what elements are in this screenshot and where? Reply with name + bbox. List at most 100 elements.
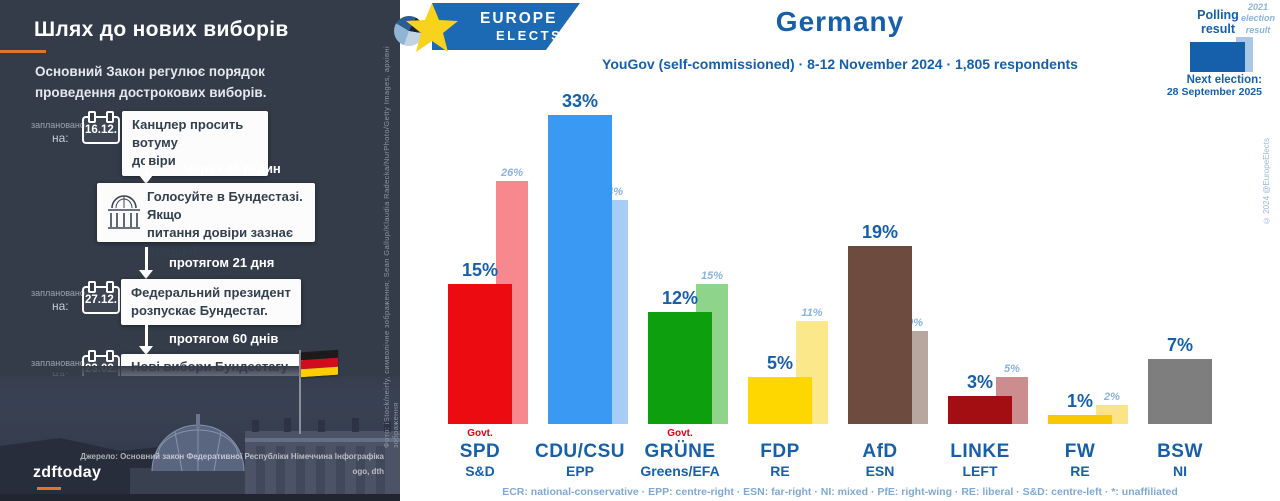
bar-chart: 26% 15% Govt. SPD S&D 24% 33% CDU/CSU EPP 15% 12% G… — [400, 0, 1280, 501]
party-label-spd: Govt. SPD S&D — [430, 428, 530, 479]
title-accent-dash — [0, 50, 46, 53]
arrow-label: протягом 21 дня — [169, 255, 275, 270]
flow-step-2: Голосуйте в Бундестазі. Якщо питання дов… — [97, 183, 315, 277]
bar-group-bsw: 7% — [1148, 84, 1228, 424]
party-name: GRÜNE — [644, 441, 716, 462]
eu-group-name: LEFT — [962, 462, 998, 479]
party-name: BSW — [1157, 441, 1203, 462]
infographic-title: Шлях до нових виборів — [34, 18, 289, 41]
eu-group-name: EPP — [565, 462, 594, 479]
german-flag-icon — [301, 349, 338, 378]
eu-group-name: Greens/EFA — [640, 462, 720, 479]
value-label-polling: 3% — [966, 371, 993, 392]
next-election-label: Next election: — [1186, 74, 1262, 86]
value-label-polling: 7% — [1166, 334, 1193, 355]
planned-label: заплановано — [31, 288, 85, 298]
bar-polling-result — [748, 377, 812, 424]
bar-polling-result — [1048, 414, 1112, 424]
eu-group-name: NI — [1173, 462, 1187, 479]
bar-polling-result — [448, 283, 512, 424]
planned-label: заплановано — [31, 358, 85, 368]
govt-badge — [530, 428, 630, 441]
infographic-intro: Основний Закон регулює порядок проведенн… — [35, 62, 345, 104]
eu-group-name: RE — [770, 462, 790, 479]
flow-step-text: довіри — [132, 153, 176, 169]
value-label-2021: 5% — [1004, 363, 1020, 376]
bar-group-linke: 5% 3% — [948, 84, 1028, 424]
flow-step-text: Федеральний президент — [131, 285, 291, 300]
govt-badge — [930, 428, 1030, 441]
govt-badge — [1130, 428, 1230, 441]
calendar-icon: 27.12. — [82, 281, 120, 314]
source-line: Джерело: Основний закон Федеративної Рес… — [80, 452, 384, 462]
bar-polling-result — [948, 395, 1012, 424]
value-label-2021: 11% — [801, 307, 823, 320]
brand-accent-dash — [37, 487, 61, 490]
bar-group-spd: 26% 15% — [448, 84, 528, 424]
photo-fade-overlay — [0, 366, 400, 406]
arrow-label: Через 48 годин — [184, 161, 281, 176]
bundestag-building-icon — [104, 194, 144, 235]
govt-badge: Govt. — [667, 428, 693, 439]
flow-step-text: питання довіри зазнає невдачі, — [147, 225, 294, 259]
step-date: 27.12. — [85, 294, 117, 306]
bar-group-fw: 2% 1% — [1048, 84, 1128, 424]
down-arrow-icon — [139, 324, 153, 355]
bar-polling-result — [1148, 358, 1212, 424]
eu-group-name: S&D — [465, 462, 495, 479]
poll-chart-panel: EUROPE ELECTS Germany YouGov (self-commi… — [394, 0, 1280, 501]
flag-pole — [299, 350, 301, 434]
star-icon — [404, 1, 460, 60]
legend-2021-label: 2021 election result — [1240, 2, 1275, 35]
legend-polling-swatch — [1190, 42, 1245, 72]
bar-group-afd: 10% 19% — [848, 84, 928, 424]
party-name: FDP — [760, 441, 800, 462]
down-arrow-icon — [139, 153, 153, 184]
value-label-polling: 15% — [461, 259, 499, 280]
value-label-polling: 1% — [1066, 390, 1093, 411]
logo-text: ELECTS — [496, 28, 563, 43]
party-label-fdp: FDP RE — [730, 428, 830, 479]
value-label-2021: 2% — [1104, 391, 1120, 404]
flow-step-text: розпускає Бундестаг. — [131, 303, 268, 319]
party-name: SPD — [459, 441, 501, 462]
planned-label: заплановано — [31, 120, 85, 130]
bar-polling-result — [648, 311, 712, 424]
govt-badge — [730, 428, 830, 441]
legend-polling-label: Polling result — [1197, 8, 1239, 37]
chart-subtitle: YouGov (self-commissioned) · 8-12 Novemb… — [602, 56, 1078, 72]
party-name: CDU/CSU — [534, 441, 626, 462]
bar-polling-result — [548, 115, 612, 424]
party-name: FW — [1064, 441, 1096, 462]
party-label-cdu-csu: CDU/CSU EPP — [530, 428, 630, 479]
bar-polling-result — [848, 246, 912, 424]
logo-text: EUROPE — [480, 10, 558, 27]
eu-group-name: ESN — [865, 462, 895, 479]
zdftoday-logo: zdftoday — [33, 464, 102, 481]
next-election-date: 28 September 2025 — [1166, 86, 1262, 98]
party-label-linke: LINKE LEFT — [930, 428, 1030, 479]
party-name: LINKE — [950, 441, 1010, 462]
bar-group-grüne: 15% 12% — [648, 84, 728, 424]
on-label: на: — [52, 131, 69, 145]
value-label-polling: 5% — [766, 353, 793, 374]
down-arrow-icon — [139, 247, 153, 279]
flow-step-text: ... — [220, 261, 232, 277]
govt-badge — [1030, 428, 1130, 441]
govt-badge — [830, 428, 930, 441]
eu-group-name: RE — [1070, 462, 1090, 479]
flow-step-3: Федеральний президент розпускає Бундеста… — [121, 279, 301, 326]
arrow-label: протягом 60 днів — [169, 331, 279, 346]
flow-step-text: Канцлер просить вотуму — [132, 117, 244, 151]
value-label-2021: 26% — [500, 166, 524, 179]
party-name: AfD — [862, 441, 898, 462]
value-label-polling: 19% — [861, 222, 899, 243]
flow-step-text: Голосуйте в Бундестазі. Якщо — [147, 189, 303, 223]
bar-group-cdu-csu: 24% 33% — [548, 84, 628, 424]
bar-group-fdp: 11% 5% — [748, 84, 828, 424]
on-label: на: — [52, 299, 69, 313]
calendar-icon: 16.12. — [82, 111, 120, 144]
chart-title: Germany — [775, 6, 905, 37]
govt-badge: Govt. — [467, 428, 493, 439]
value-label-2021: 15% — [700, 269, 724, 282]
